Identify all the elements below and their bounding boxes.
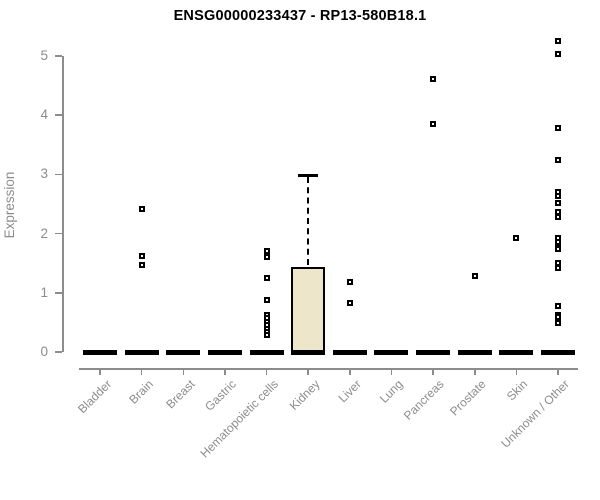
outlier-point — [346, 278, 353, 285]
x-tick-label: Lung — [376, 377, 406, 406]
whisker-cap — [298, 174, 319, 177]
zero-median-line — [499, 349, 534, 355]
outlier-point — [263, 254, 270, 261]
x-tick — [515, 368, 518, 375]
x-tick-label: Pancreas — [401, 377, 448, 423]
y-tick — [55, 55, 62, 57]
zero-median-line — [541, 349, 576, 355]
x-tick-label: Brain — [125, 377, 156, 407]
x-tick — [140, 368, 143, 375]
y-tick — [55, 173, 62, 176]
x-tick — [557, 368, 559, 375]
outlier-point — [555, 264, 562, 271]
x-tick-label: Kidney — [286, 377, 323, 413]
zero-median-line — [124, 349, 159, 355]
outlier-point — [555, 245, 562, 252]
outlier-point — [263, 247, 270, 254]
x-tick-label: Skin — [503, 377, 531, 404]
x-tick — [474, 368, 476, 375]
outlier-point — [138, 261, 145, 268]
outlier-point — [346, 300, 353, 307]
x-tick-label: Prostate — [447, 377, 489, 419]
x-tick — [182, 368, 185, 375]
outlier-point — [555, 51, 562, 58]
zero-median-line — [332, 349, 367, 355]
zero-median-line — [416, 349, 451, 355]
zero-median-line — [457, 349, 492, 355]
outlier-point — [513, 235, 520, 242]
outlier-point — [263, 275, 270, 281]
outlier-point — [555, 124, 562, 131]
outlier-point — [471, 272, 478, 279]
outlier-point — [263, 297, 270, 304]
zero-median-line — [249, 349, 284, 355]
outlier-point — [138, 253, 145, 260]
outlier-point — [555, 319, 562, 326]
y-tick-label: 1 — [40, 284, 48, 300]
y-tick-label: 4 — [40, 107, 48, 123]
outlier-point — [555, 302, 562, 309]
y-tick — [55, 351, 62, 353]
whisker — [306, 177, 309, 266]
outlier-point — [555, 157, 562, 164]
x-tick — [99, 368, 101, 375]
outlier-point — [555, 314, 562, 321]
x-tick-label: Hematopoietic cells — [196, 377, 281, 461]
x-tick-label: Bladder — [74, 377, 114, 417]
x-tick — [307, 368, 309, 375]
outlier-point — [430, 76, 437, 83]
outlier-point — [138, 206, 145, 213]
box — [291, 267, 326, 352]
y-tick — [55, 292, 62, 294]
x-axis-line — [79, 368, 578, 370]
y-tick-label: 5 — [40, 48, 48, 63]
zero-median-line — [291, 349, 326, 355]
outlier-point — [430, 121, 437, 128]
y-tick — [55, 114, 62, 116]
chart-title: ENSG00000233437 - RP13-580B18.1 — [173, 8, 427, 24]
outlier-point — [555, 37, 562, 44]
y-tick — [55, 232, 62, 235]
x-tick — [390, 368, 393, 375]
x-tick — [349, 368, 351, 375]
outlier-point — [555, 200, 562, 207]
y-tick-label: 0 — [40, 344, 48, 359]
y-axis-line — [62, 56, 64, 352]
zero-median-line — [166, 349, 201, 355]
zero-median-line — [207, 349, 242, 355]
zero-median-line — [83, 349, 117, 355]
outlier-point — [555, 193, 562, 200]
x-tick-label: Gastric — [202, 377, 239, 414]
outlier-point — [555, 214, 562, 221]
outlier-point — [555, 259, 562, 266]
outlier-point — [263, 332, 270, 339]
x-tick — [224, 368, 226, 375]
y-tick-label: 3 — [40, 166, 48, 182]
x-tick-label: Breast — [162, 377, 198, 412]
x-tick-label: Liver — [335, 377, 364, 406]
x-tick — [432, 368, 434, 375]
x-tick — [265, 368, 268, 375]
zero-median-line — [374, 349, 409, 355]
y-tick-label: 2 — [40, 225, 48, 241]
